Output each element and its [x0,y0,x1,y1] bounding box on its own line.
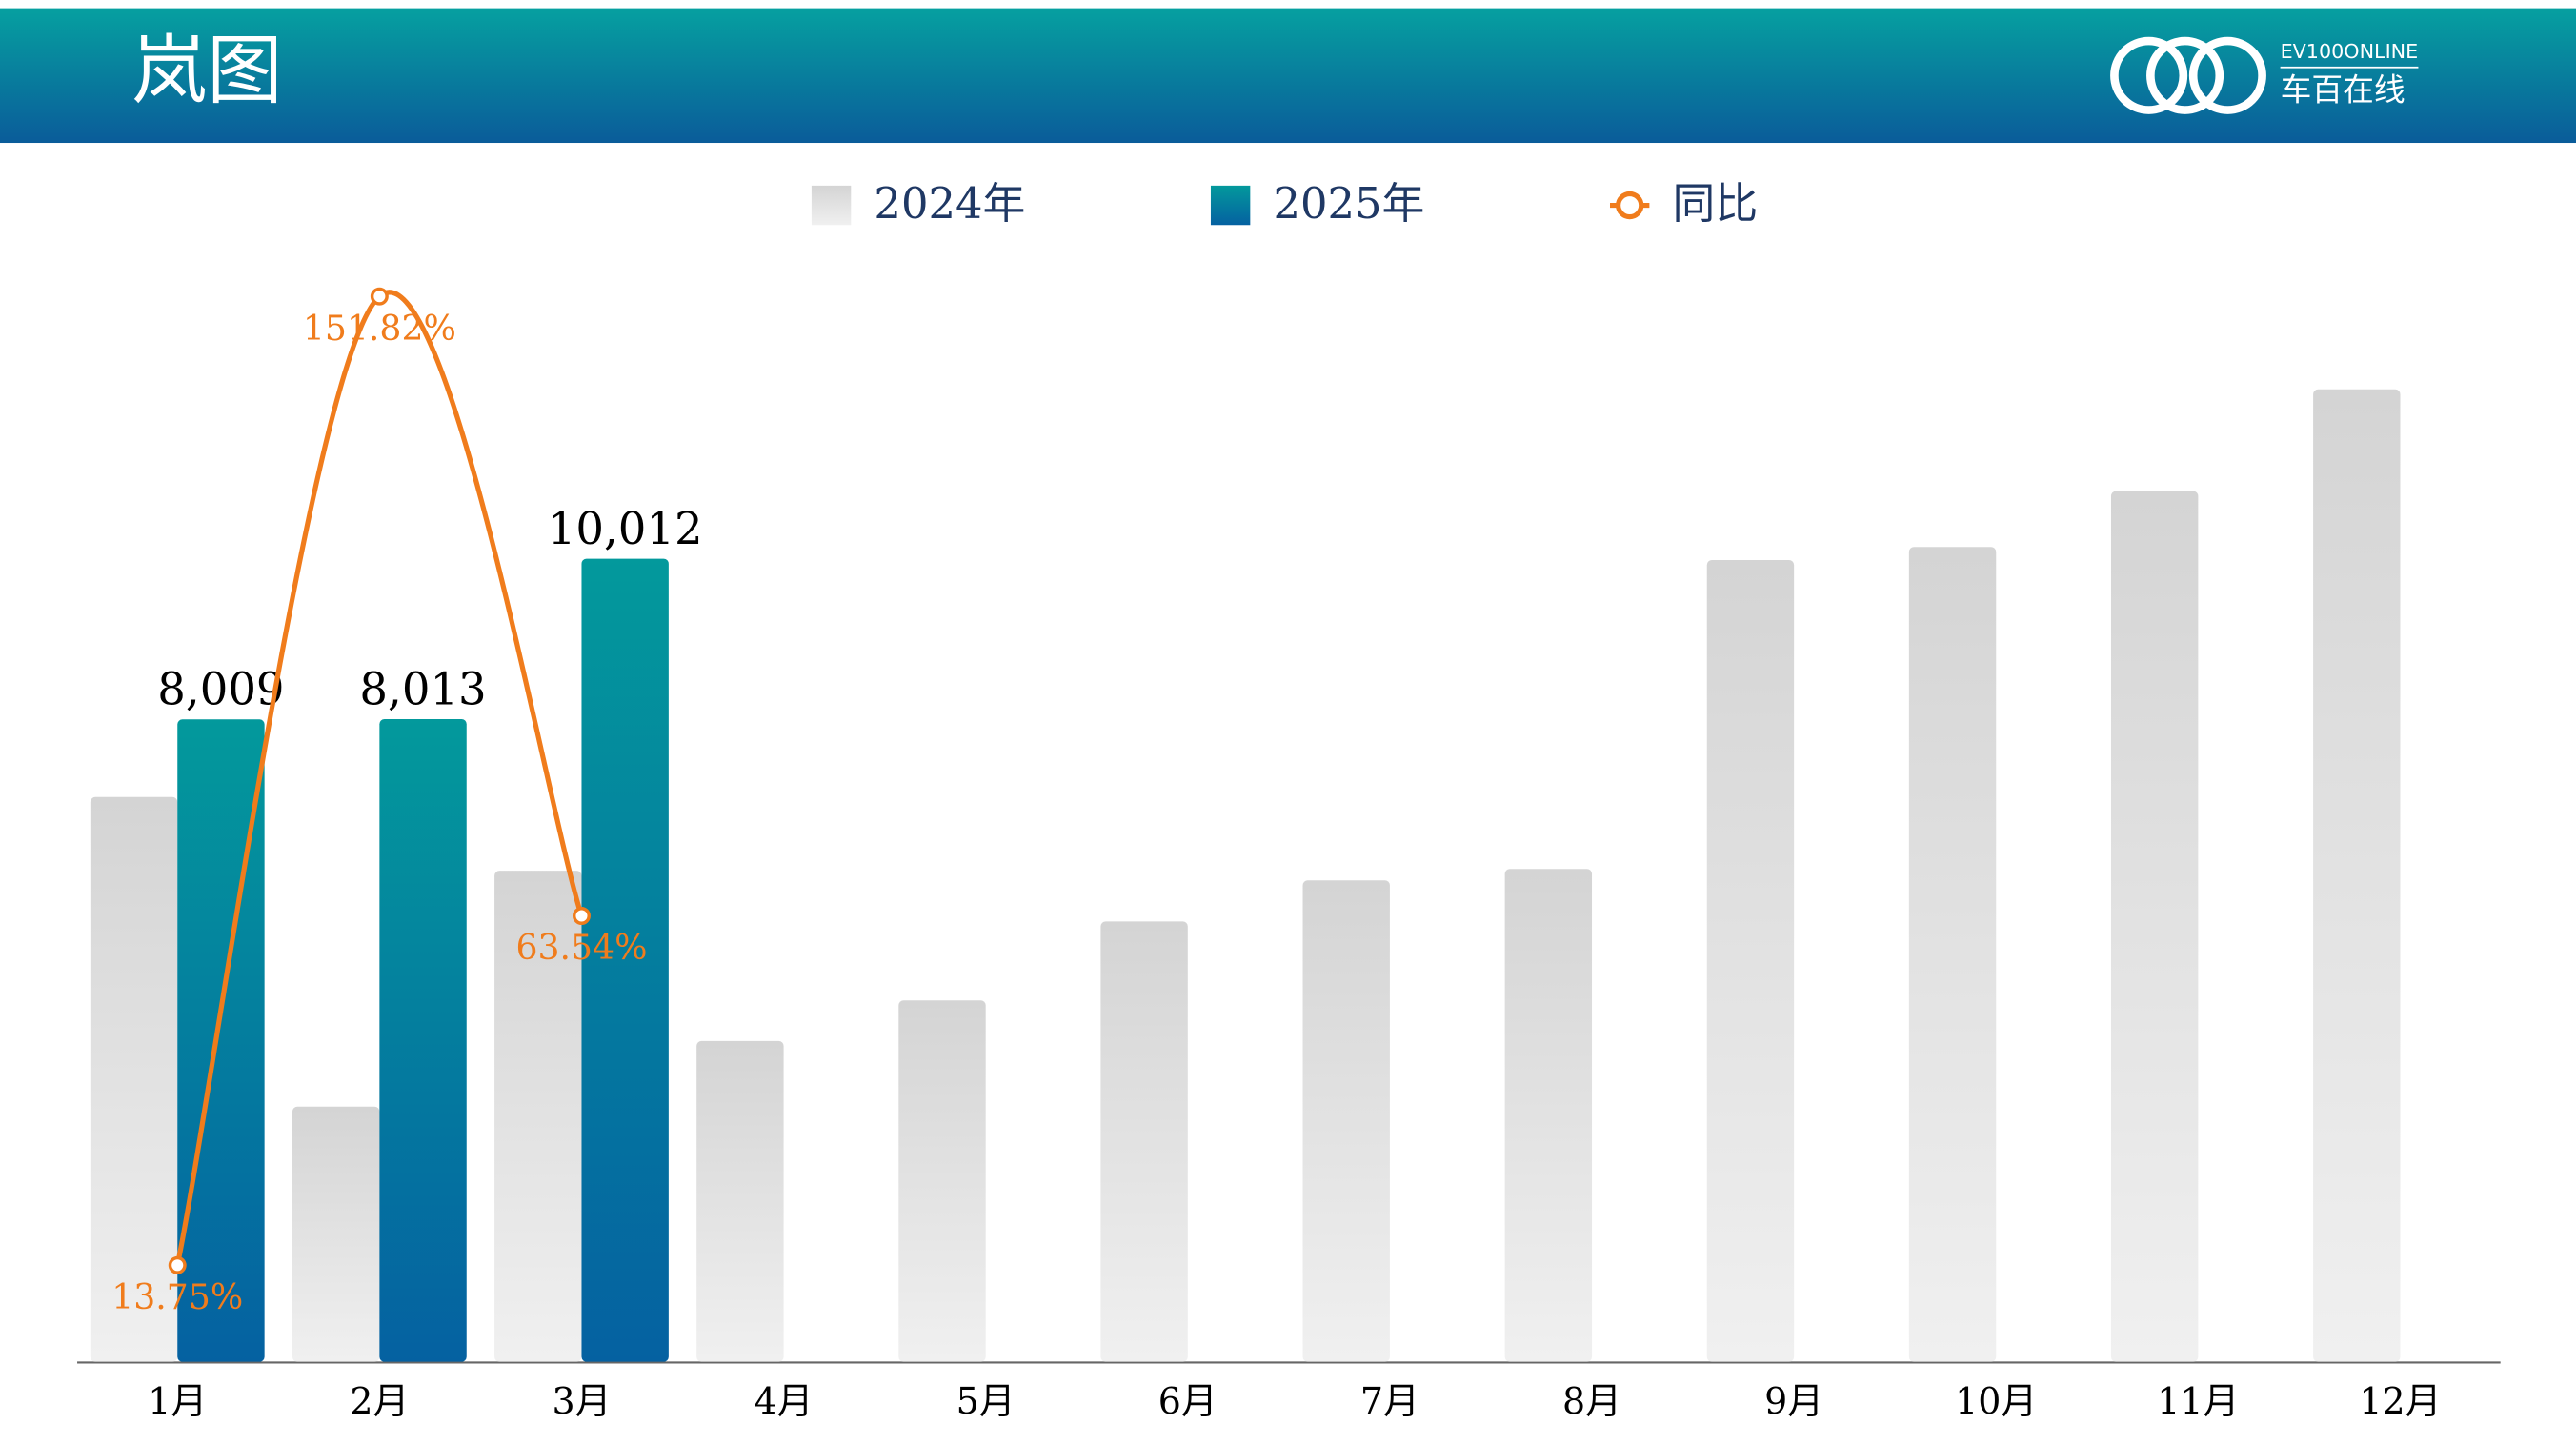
x-tick-label: 8月 [1562,1380,1621,1422]
bar [581,558,669,1362]
bar [292,1106,380,1362]
x-tick-label: 5月 [956,1380,1016,1422]
legend-label: 2024年 [874,178,1025,229]
logo-name: 车百在线 [2281,72,2405,109]
bar [1706,560,1795,1362]
x-tick-label: 3月 [552,1380,611,1422]
logo-ring [2188,36,2266,114]
bar [1908,547,1997,1362]
logo-ring [2110,36,2188,114]
x-tick-label: 11月 [2157,1380,2239,1422]
x-tick-label: 1月 [148,1380,207,1422]
x-tick-label: 12月 [2359,1380,2441,1422]
bar [898,1000,986,1362]
data-label: 10,012 [548,503,703,554]
logo-ring [2146,36,2224,114]
legend-label: 2025年 [1273,178,1424,229]
bar [1302,880,1390,1362]
logo: EV100ONLINE 车百在线 [2110,36,2419,114]
bar [2110,491,2199,1362]
line-point [370,287,389,306]
line-point [168,1255,187,1274]
x-tick-label: 4月 [755,1380,814,1422]
bar [379,718,467,1362]
x-tick-label: 7月 [1360,1380,1419,1422]
bar [696,1040,784,1362]
line-point [572,907,591,926]
legend-label: 同比 [1673,178,1759,229]
x-tick-label: 2月 [350,1380,409,1422]
bar [90,796,178,1362]
legend-swatch [1210,185,1251,226]
x-tick-label: 9月 [1764,1380,1823,1422]
chart-title: 岚图 [131,27,283,115]
data-label: 8,013 [359,663,486,714]
data-label: 8,009 [157,664,284,715]
logo-brand: EV100ONLINE [2281,40,2419,63]
line [174,290,584,1266]
bar [2313,389,2401,1362]
bar [1504,869,1593,1362]
bar [494,871,582,1362]
data-label: 13.75% [111,1276,243,1317]
legend-marker [1616,191,1644,220]
x-tick-label: 10月 [1955,1380,2037,1422]
legend-swatch [811,185,852,226]
x-tick-label: 6月 [1158,1380,1218,1422]
data-label: 151.82% [303,308,456,349]
data-label: 63.54% [515,927,647,968]
bar [1100,921,1188,1362]
